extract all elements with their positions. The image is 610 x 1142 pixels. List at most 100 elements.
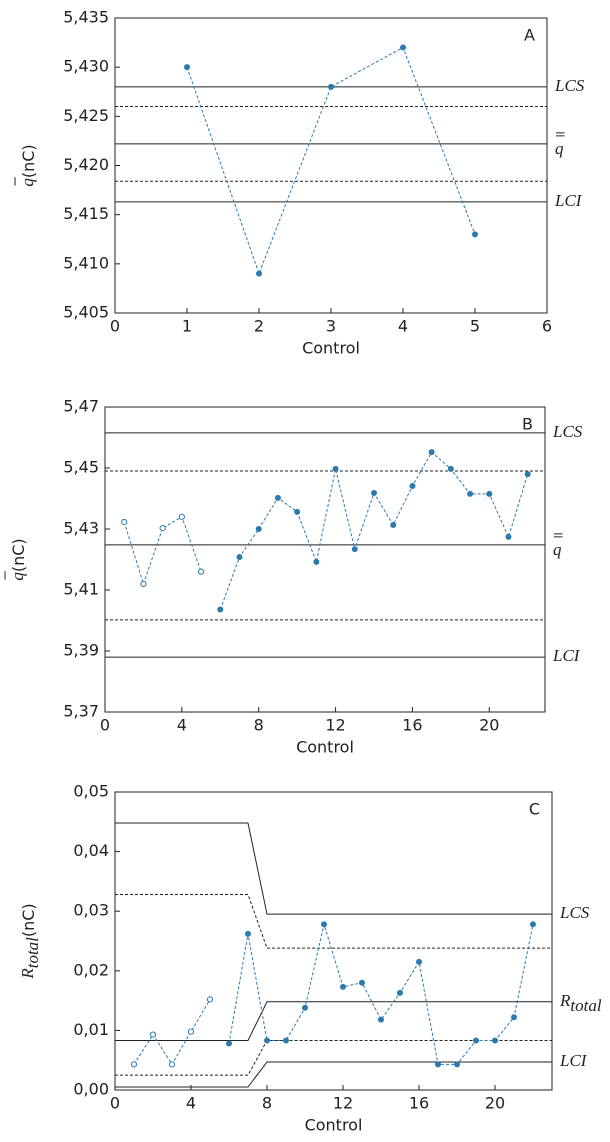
y-tick-label: 0,00 bbox=[73, 1080, 109, 1099]
y-label-symbol: R bbox=[18, 968, 37, 980]
data-point bbox=[351, 546, 358, 553]
x-tick-label: 1 bbox=[182, 317, 192, 336]
x-tick-label: 20 bbox=[479, 716, 499, 735]
x-axis-label: Control bbox=[302, 339, 360, 358]
y-tick-label: 5,435 bbox=[63, 8, 109, 27]
x-tick-label: 3 bbox=[326, 317, 336, 336]
plot-frame bbox=[114, 791, 553, 1091]
x-tick-label: 16 bbox=[409, 1094, 429, 1113]
limit-symbol: LCI bbox=[552, 646, 581, 665]
data-point bbox=[473, 1037, 479, 1044]
x-tick-label: 4 bbox=[177, 716, 187, 735]
data-point bbox=[294, 508, 301, 515]
x-tick-label: 2 bbox=[254, 317, 264, 336]
data-point bbox=[236, 554, 243, 561]
x-tick-label: 6 bbox=[542, 317, 552, 336]
x-tick-label: 20 bbox=[485, 1094, 505, 1113]
y-tick-label: 5,47 bbox=[63, 397, 99, 416]
y-tick-label: 5,430 bbox=[63, 57, 109, 76]
y-tick-label: 0,04 bbox=[73, 841, 109, 860]
limit-symbol: LCS bbox=[554, 76, 585, 95]
x-tick-label: 12 bbox=[333, 1094, 353, 1113]
data-point bbox=[159, 524, 166, 532]
y-tick-label: 5,43 bbox=[63, 519, 99, 538]
data-point bbox=[511, 1014, 517, 1021]
control-limit-label: LCI bbox=[559, 1051, 588, 1070]
data-point bbox=[217, 606, 224, 613]
x-tick-label: 8 bbox=[262, 1094, 272, 1113]
y-axis-label-group: Rtotal(nC) bbox=[18, 903, 42, 979]
y-label-symbol: q bbox=[8, 572, 27, 581]
x-tick-label: 0 bbox=[110, 317, 120, 336]
control-limit-label: LCI bbox=[554, 191, 583, 210]
y-axis-label: q(nC) bbox=[8, 538, 28, 580]
y-axis-label-group: q(nC) bbox=[14, 144, 38, 187]
data-point bbox=[178, 513, 185, 520]
data-point bbox=[255, 526, 262, 532]
control-limit-label: LCS bbox=[559, 903, 590, 922]
x-tick-label: 4 bbox=[398, 317, 408, 336]
y-tick-label: 5,420 bbox=[63, 155, 109, 174]
x-tick-label: 5 bbox=[470, 317, 480, 336]
data-point bbox=[302, 1004, 308, 1011]
x-axis-label: Control bbox=[305, 1116, 363, 1135]
data-point bbox=[149, 1031, 157, 1038]
data-point bbox=[409, 482, 416, 489]
data-point bbox=[245, 930, 251, 937]
limit-symbol: R bbox=[559, 991, 571, 1010]
data-point bbox=[328, 83, 334, 90]
x-tick-label: 8 bbox=[254, 716, 264, 735]
control-limit-label: Rtotal bbox=[559, 991, 602, 1015]
panel-label: C bbox=[529, 800, 540, 819]
y-axis-label-group: q(nC) bbox=[4, 538, 28, 581]
data-point bbox=[530, 921, 536, 928]
limit-symbol: q bbox=[553, 540, 562, 559]
data-point bbox=[197, 568, 205, 575]
data-point bbox=[130, 1061, 138, 1068]
data-point bbox=[378, 1016, 384, 1023]
y-tick-label: 5,45 bbox=[63, 458, 99, 477]
control-limit-label: LCS bbox=[554, 76, 585, 95]
control-limit-line bbox=[115, 1001, 552, 1042]
data-point bbox=[274, 494, 281, 501]
data-point bbox=[467, 490, 474, 497]
y-tick-label: 5,405 bbox=[63, 303, 109, 322]
data-point bbox=[140, 580, 147, 588]
data-point bbox=[400, 44, 406, 51]
y-axis-label: Rtotal(nC) bbox=[18, 903, 42, 979]
y-label-symbol: q bbox=[18, 178, 37, 187]
control-limit-label: q bbox=[555, 139, 564, 158]
data-point bbox=[359, 979, 365, 986]
series-line bbox=[186, 46, 476, 276]
data-point bbox=[397, 989, 403, 996]
y-tick-label: 5,425 bbox=[63, 106, 109, 125]
data-point bbox=[454, 1061, 460, 1068]
data-point bbox=[472, 231, 478, 238]
plot-frame bbox=[114, 17, 548, 314]
limit-symbol: LCS bbox=[552, 422, 583, 441]
y-tick-label: 0,01 bbox=[73, 1020, 109, 1039]
y-tick-label: 5,410 bbox=[63, 253, 109, 272]
y-tick-label: 0,02 bbox=[73, 960, 109, 979]
x-axis-label: Control bbox=[296, 738, 354, 757]
limit-symbol: LCS bbox=[559, 903, 590, 922]
y-tick-label: 0,05 bbox=[73, 782, 109, 801]
y-tick-label: 5,37 bbox=[63, 702, 99, 721]
data-point bbox=[168, 1061, 176, 1068]
control-limit-label: LCI bbox=[552, 646, 581, 665]
control-limit-line bbox=[115, 894, 552, 949]
control-limit-line bbox=[115, 1061, 552, 1088]
data-point bbox=[435, 1061, 441, 1068]
data-point bbox=[283, 1037, 289, 1044]
series-line bbox=[219, 451, 529, 610]
data-point bbox=[264, 1037, 270, 1044]
x-tick-label: 12 bbox=[325, 716, 345, 735]
limit-subscript: total bbox=[570, 996, 601, 1015]
x-tick-label: 4 bbox=[186, 1094, 196, 1113]
data-point bbox=[447, 465, 454, 472]
data-point bbox=[121, 518, 128, 526]
x-tick-label: 16 bbox=[402, 716, 422, 735]
data-point bbox=[370, 490, 377, 497]
control-limit-line bbox=[115, 822, 552, 915]
